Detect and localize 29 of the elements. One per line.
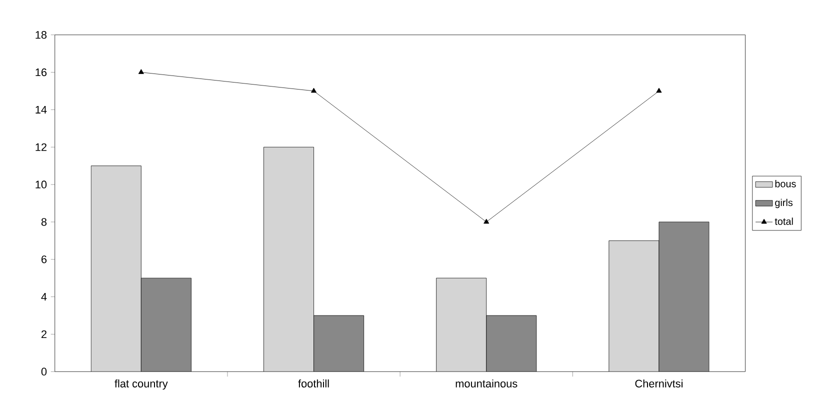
bar <box>658 222 710 372</box>
bar <box>608 240 660 372</box>
y-tick-label: 18 <box>36 31 47 39</box>
point <box>484 219 490 224</box>
legend-label: girls <box>775 199 793 208</box>
point <box>656 88 662 93</box>
y-tick-label: 6 <box>42 256 47 264</box>
y-tick-label: 12 <box>36 144 46 152</box>
y-tick-label: 8 <box>41 218 47 226</box>
legend-label: bous <box>775 180 796 188</box>
point <box>310 88 317 93</box>
bar <box>264 147 314 372</box>
x-tick-label: Chernivtsi <box>635 380 683 388</box>
y-tick-label: 2 <box>42 330 46 338</box>
y-tick-label: 14 <box>36 106 47 114</box>
bar <box>486 316 537 372</box>
legend-label: total <box>774 218 793 226</box>
x-tick-label: mountainous <box>456 380 518 388</box>
bar <box>90 166 142 372</box>
x-tick-label: flat country <box>114 380 168 390</box>
bar <box>140 278 192 372</box>
bar <box>314 316 364 372</box>
y-tick-label: 16 <box>36 68 47 76</box>
y-tick-label: 4 <box>41 293 47 301</box>
y-tick-label: 10 <box>36 180 47 189</box>
y-tick-label: 0 <box>41 368 47 376</box>
point <box>138 69 144 74</box>
bar <box>436 278 487 372</box>
x-tick-label: foothill <box>298 380 329 388</box>
